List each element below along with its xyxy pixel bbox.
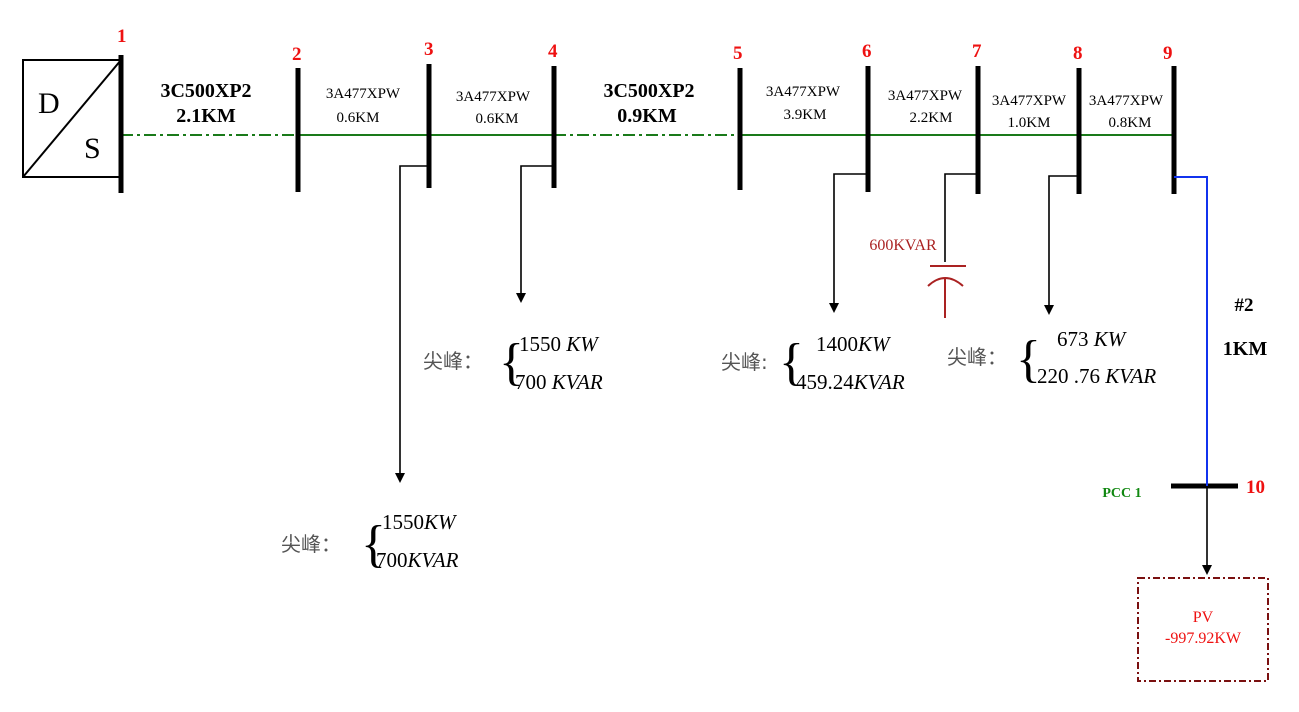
segment-4-conductor: 3C500XP2 (603, 80, 694, 102)
load-bus3-q: 700KVAR (376, 548, 459, 572)
segment-8-conductor: 3A477XPW (1089, 93, 1164, 109)
segment-5-length: 3.9KM (784, 107, 827, 123)
source-diagonal (22, 59, 122, 178)
source-bottom-letter: S (84, 132, 101, 165)
load-bus6-label: 尖峰: (721, 350, 768, 374)
capacitor-bank: 600KVAR (869, 173, 978, 318)
load-bus8-p-value: 673 (1057, 327, 1094, 351)
load-bus8-p: 673 KW (1057, 327, 1128, 351)
bus-number-2: 2 (292, 44, 302, 65)
bus-number-4: 4 (548, 41, 558, 62)
load-bus3-brace: { (361, 516, 386, 573)
segment-3-conductor: 3A477XPW (456, 89, 531, 105)
bus-bars (118, 55, 1238, 489)
segment-1-length: 2.1KM (176, 105, 236, 127)
load-bus3-p-unit: KW (423, 510, 458, 534)
pv-name: PV (1193, 609, 1214, 626)
load-bus8-label: 尖峰： (947, 345, 1007, 369)
load-bus4-brace: { (499, 334, 524, 391)
load-bus4-p-value: 1550 (519, 332, 566, 356)
bus-numbers: 1 2 3 4 5 6 7 8 9 10 (117, 26, 1265, 498)
load-bus4-q: 700 KVAR (515, 370, 603, 394)
pv-power: -997.92KW (1165, 630, 1242, 647)
load-bus4-label: 尖峰： (423, 349, 483, 373)
segment-2-length: 0.6KM (337, 110, 380, 126)
pv-unit: PV -997.92KW (1137, 577, 1269, 682)
segment-3-length: 0.6KM (476, 111, 519, 127)
load-bus6-q: 459.24KVAR (796, 370, 905, 394)
load-bus8-brace: { (1016, 331, 1041, 388)
bus-number-6: 6 (862, 41, 872, 62)
load-bus6-p: 1400KW (816, 332, 892, 356)
load-tap-bus4 (516, 165, 554, 303)
source-top-letter: D (38, 87, 60, 120)
load-bus3-label: 尖峰： (281, 532, 341, 556)
load-bus6-p-unit: KW (857, 332, 892, 356)
bus-number-5: 5 (733, 43, 743, 64)
load-tap-bus3 (395, 165, 429, 483)
load-bus8-q: 220 .76 KVAR (1037, 364, 1156, 388)
load-bus4-q-value: 700 (515, 370, 552, 394)
capacitor-lead (944, 173, 978, 262)
load-bus6-brace: { (779, 334, 804, 391)
branch-label: #2 (1235, 295, 1254, 316)
load-bus8-q-unit: KVAR (1104, 364, 1156, 388)
segment-6-conductor: 3A477XPW (888, 88, 963, 104)
bus-number-1: 1 (117, 26, 127, 47)
segment-1-conductor: 3C500XP2 (160, 80, 251, 102)
load-bus8-q-value: 220 .76 (1037, 364, 1105, 388)
segment-2-conductor: 3A477XPW (326, 86, 401, 102)
load-bus8-p-unit: KW (1093, 327, 1128, 351)
load-bus4-q-unit: KVAR (551, 370, 603, 394)
segment-7-length: 1.0KM (1008, 115, 1051, 131)
segment-5-conductor: 3A477XPW (766, 84, 841, 100)
bus-number-7: 7 (972, 41, 982, 62)
bus-number-9: 9 (1163, 43, 1173, 64)
load-bus3-q-unit: KVAR (407, 548, 459, 572)
load-bus6-q-value: 459.24 (796, 370, 854, 394)
load-tap-bus6 (829, 173, 868, 313)
segment-labels: 3C500XP2 2.1KM 3A477XPW 0.6KM 3A477XPW 0… (160, 80, 1163, 131)
load-bus6-q-unit: KVAR (853, 370, 905, 394)
load-bus6-p-value: 1400 (816, 332, 858, 356)
load-bus6: 尖峰: { 1400KW 459.24KVAR (721, 332, 905, 394)
bus-number-3: 3 (424, 39, 434, 60)
load-tap-bus8 (1044, 175, 1079, 315)
load-taps (395, 165, 1212, 575)
segment-7-conductor: 3A477XPW (992, 93, 1067, 109)
load-bus4: 尖峰： { 1550 KW 700 KVAR (423, 332, 603, 394)
segment-8-length: 0.8KM (1109, 115, 1152, 131)
segment-4-length: 0.9KM (617, 105, 677, 127)
pv-branch: #2 1KM PCC 1 (1102, 176, 1268, 501)
load-bus8: 尖峰： { 673 KW 220 .76 KVAR (947, 327, 1156, 388)
pv-branch-line (1174, 176, 1208, 486)
load-bus3-p: 1550KW (382, 510, 458, 534)
load-bus3-p-value: 1550 (382, 510, 424, 534)
bus-number-8: 8 (1073, 43, 1083, 64)
pcc-label: PCC 1 (1102, 486, 1141, 501)
source-block: D S (22, 59, 122, 178)
pv-box (1137, 577, 1269, 682)
branch-length: 1KM (1223, 338, 1268, 360)
load-bus3-q-value: 700 (376, 548, 408, 572)
load-bus3: 尖峰： { 1550KW 700KVAR (281, 510, 459, 573)
capacitor-rating: 600KVAR (869, 237, 937, 254)
load-bus4-p: 1550 KW (519, 332, 600, 356)
load-bus4-p-unit: KW (565, 332, 600, 356)
bus-number-10: 10 (1246, 477, 1265, 498)
segment-6-length: 2.2KM (910, 110, 953, 126)
